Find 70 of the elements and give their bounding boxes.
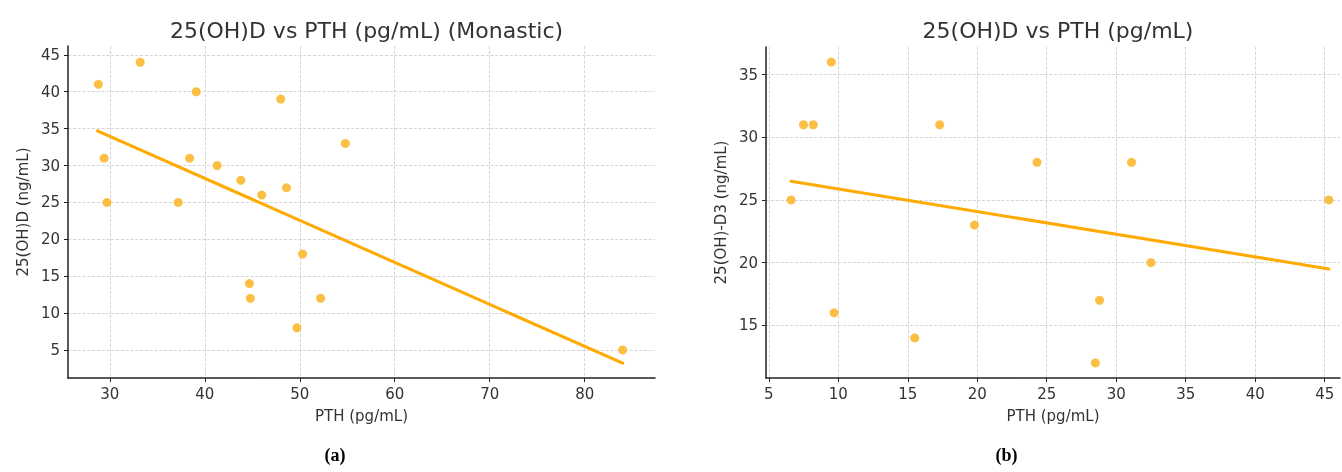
point xyxy=(829,308,839,318)
point xyxy=(276,94,286,104)
point xyxy=(245,293,255,303)
point xyxy=(316,293,326,303)
point xyxy=(1090,358,1100,368)
point xyxy=(191,87,201,97)
y-tick-label: 20 xyxy=(40,230,60,249)
x-tick-label: 10 xyxy=(828,384,848,403)
y-tick-label: 45 xyxy=(40,45,60,64)
x-tick-label: 25 xyxy=(1037,384,1057,403)
point xyxy=(1095,295,1105,305)
point xyxy=(99,153,109,163)
point xyxy=(799,120,809,130)
x-tick-label: 50 xyxy=(290,384,310,403)
point xyxy=(212,161,222,171)
x-tick-label: 40 xyxy=(195,384,215,403)
y-tick-label: 25 xyxy=(738,190,758,209)
x-tick-label: 30 xyxy=(100,384,120,403)
point xyxy=(257,190,267,200)
point xyxy=(1146,258,1156,268)
point xyxy=(1127,157,1137,167)
point xyxy=(236,175,246,185)
y-tick-label: 35 xyxy=(40,119,60,138)
y-tick-label: 25 xyxy=(40,193,60,212)
x-tick-label: 35 xyxy=(1176,384,1196,403)
point xyxy=(969,220,979,230)
y-tick-label: 30 xyxy=(738,128,758,147)
point xyxy=(340,138,350,148)
x-axis-title: PTH (pg/mL) xyxy=(1006,406,1100,425)
x-tick-label: 15 xyxy=(898,384,918,403)
x-tick-label: 60 xyxy=(385,384,405,403)
y-tick-label: 35 xyxy=(738,65,758,84)
chart-title: 25(OH)D vs PTH (pg/mL) xyxy=(922,17,1194,43)
point xyxy=(786,195,796,205)
point xyxy=(1032,157,1042,167)
x-tick-label: 70 xyxy=(480,384,500,403)
x-tick-label: 30 xyxy=(1106,384,1126,403)
x-tick-label: 40 xyxy=(1245,384,1265,403)
point xyxy=(173,197,183,207)
point xyxy=(298,249,308,259)
text: (b) xyxy=(995,445,1018,466)
y-tick-label: 40 xyxy=(40,82,60,101)
chart-title: 25(OH)D vs PTH (pg/mL) (Monastic) xyxy=(169,17,564,43)
point xyxy=(102,197,112,207)
point xyxy=(1324,195,1334,205)
x-tick-label: 45 xyxy=(1315,384,1335,403)
y-tick-label: 5 xyxy=(50,340,60,359)
point xyxy=(618,345,628,355)
point xyxy=(281,183,291,193)
point xyxy=(935,120,945,130)
y-axis-title: 25(OH)D (ng/mL) xyxy=(13,147,32,277)
point xyxy=(185,153,195,163)
x-tick-label: 80 xyxy=(575,384,595,403)
y-tick-label: 15 xyxy=(40,267,60,286)
y-tick-label: 20 xyxy=(738,253,758,272)
point xyxy=(808,120,818,130)
point xyxy=(292,323,302,333)
x-tick-label: 20 xyxy=(967,384,987,403)
text: (a) xyxy=(324,445,346,466)
y-tick-label: 15 xyxy=(738,316,758,335)
x-axis-title: PTH (pg/mL) xyxy=(314,406,409,425)
point xyxy=(826,57,836,67)
y-axis-title: 25(OH)-D3 (ng/mL) xyxy=(711,140,730,285)
y-tick-label: 10 xyxy=(40,304,60,323)
point xyxy=(244,279,254,289)
x-tick-label: 5 xyxy=(764,384,774,403)
y-tick-label: 30 xyxy=(40,156,60,175)
point xyxy=(910,333,920,343)
point xyxy=(135,57,145,67)
point xyxy=(93,79,103,89)
